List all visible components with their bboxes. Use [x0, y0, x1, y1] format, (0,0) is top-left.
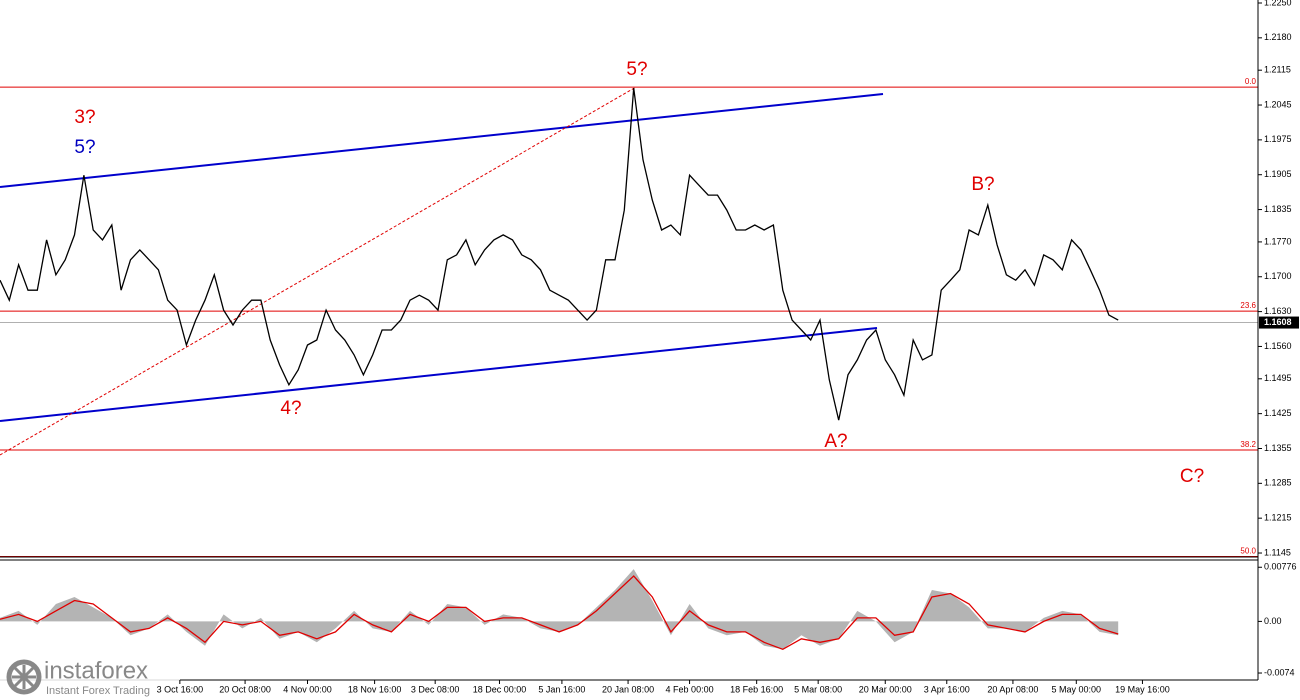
- y-tick-label: 1.2250: [1264, 0, 1292, 7]
- x-tick-label: 18 Nov 16:00: [348, 684, 402, 694]
- histogram-area: [0, 569, 1119, 650]
- y-tick-label: -0.0074: [1264, 667, 1295, 677]
- y-tick-label: 1.1975: [1264, 134, 1292, 144]
- price-line: [0, 88, 1119, 421]
- x-tick-label: 3 Dec 08:00: [411, 684, 460, 694]
- last-price-box: [1259, 316, 1299, 329]
- y-tick-label: 1.1700: [1264, 271, 1292, 281]
- x-tick-label: 4 Feb 00:00: [666, 684, 714, 694]
- wave-label: 3?: [74, 107, 95, 128]
- logo-icon: [6, 659, 42, 695]
- x-tick-label: 5 Jan 16:00: [538, 684, 585, 694]
- brand-name: instaforex: [44, 657, 148, 684]
- logo-icon: [12, 665, 36, 689]
- wave-label: 5?: [74, 137, 95, 158]
- wave-label: B?: [971, 174, 994, 195]
- x-tick-label: 20 Jan 08:00: [602, 684, 654, 694]
- y-tick-label: 1.1495: [1264, 373, 1292, 383]
- fib-level-label: 50.0: [1240, 547, 1256, 556]
- fib-level-label: 38.2: [1240, 440, 1256, 449]
- x-tick-label: 5 Mar 08:00: [794, 684, 842, 694]
- trend-dotted: [0, 86, 637, 456]
- y-tick-label: 1.1425: [1264, 408, 1292, 418]
- y-tick-label: 0.00: [1264, 616, 1282, 626]
- logo: instaforex Instant Forex Trading: [0, 655, 180, 700]
- y-tick-label: 1.1355: [1264, 443, 1292, 453]
- y-tick-label: 1.2180: [1264, 32, 1292, 42]
- wave-label: 5?: [626, 59, 647, 80]
- x-tick-label: 20 Apr 08:00: [987, 684, 1038, 694]
- y-tick-label: 1.2115: [1264, 65, 1291, 75]
- x-tick-label: 20 Oct 08:00: [219, 684, 271, 694]
- y-tick-label: 1.1905: [1264, 169, 1292, 179]
- channel-lower: [0, 327, 878, 422]
- y-tick-label: 0.00776: [1264, 562, 1297, 572]
- y-tick-label: 1.2045: [1264, 99, 1292, 109]
- brand-tagline: Instant Forex Trading: [46, 685, 150, 697]
- x-tick-label: 18 Dec 00:00: [473, 684, 527, 694]
- x-tick-label: 19 May 16:00: [1115, 684, 1170, 694]
- x-tick-label: 5 May 00:00: [1052, 684, 1102, 694]
- x-tick-label: 3 Oct 16:00: [157, 684, 204, 694]
- x-tick-label: 3 Apr 16:00: [924, 684, 970, 694]
- y-tick-label: 1.1145: [1264, 547, 1291, 557]
- y-tick-label: 1.1770: [1264, 236, 1292, 246]
- x-tick-label: 18 Feb 16:00: [730, 684, 783, 694]
- x-tick-label: 4 Nov 00:00: [283, 684, 332, 694]
- y-tick-label: 1.1215: [1264, 513, 1292, 523]
- wave-label: A?: [824, 431, 847, 452]
- wave-label: C?: [1180, 466, 1204, 487]
- fib-level-label: 0.0: [1245, 77, 1257, 86]
- y-tick-label: 1.1835: [1264, 204, 1292, 214]
- last-price-label: 1.1608: [1264, 317, 1292, 327]
- channel-upper: [0, 93, 884, 188]
- y-tick-label: 1.1285: [1264, 478, 1292, 488]
- y-tick-label: 1.1630: [1264, 306, 1292, 316]
- x-tick-label: 20 Mar 00:00: [859, 684, 912, 694]
- signal-line: [0, 575, 1119, 651]
- fib-level-label: 23.6: [1240, 301, 1256, 310]
- y-tick-label: 1.1560: [1264, 341, 1292, 351]
- wave-label: 4?: [280, 398, 301, 419]
